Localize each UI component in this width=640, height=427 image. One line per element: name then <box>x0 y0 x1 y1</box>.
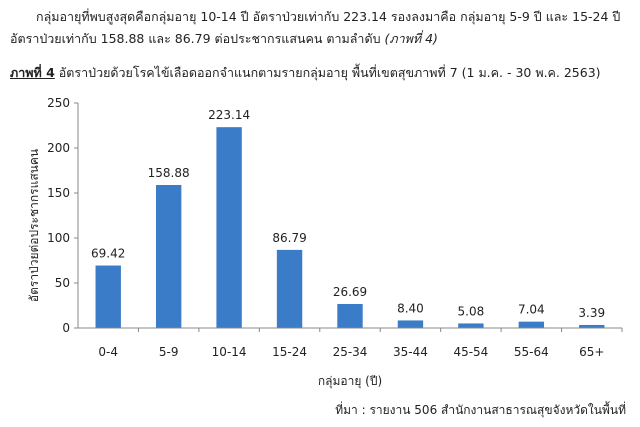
value-label-0-4: 69.42 <box>91 247 125 261</box>
value-label-45-54: 5.08 <box>458 304 485 318</box>
paragraph-text: กลุ่มอายุที่พบสูงสุดคือกลุ่มอายุ 10-14 ป… <box>10 9 621 46</box>
bar-15-24 <box>276 249 303 328</box>
bar-35-44 <box>397 320 424 328</box>
bar-25-34 <box>337 303 363 328</box>
x-tick-label: 55-64 <box>514 345 549 359</box>
bar-55-64 <box>518 321 545 328</box>
y-tick-label: 0 <box>62 321 70 335</box>
figure-caption: ภาพที่ 4 อัตราป่วยด้วยโรคไข้เลือดออกจำแน… <box>10 63 635 83</box>
figure-caption-text: อัตราป่วยด้วยโรคไข้เลือดออกจำแนกตามรายกล… <box>54 65 601 80</box>
description-paragraph: กลุ่มอายุที่พบสูงสุดคือกลุ่มอายุ 10-14 ป… <box>10 6 630 50</box>
x-tick-label: 10-14 <box>212 345 247 359</box>
x-tick-label: 0-4 <box>98 345 118 359</box>
value-label-15-24: 86.79 <box>272 231 306 245</box>
bars <box>95 127 605 328</box>
y-tick-label: 150 <box>47 186 70 200</box>
value-label-65+: 3.39 <box>578 306 605 320</box>
value-label-35-44: 8.40 <box>397 301 424 315</box>
y-tick-label: 50 <box>55 276 70 290</box>
bar-65+ <box>579 324 605 328</box>
figure-reference: (ภาพที่ 4) <box>384 31 438 46</box>
x-tick-label: 5-9 <box>159 345 179 359</box>
x-axis: 0-4 5-9 10-14 15-24 25-34 35-44 45-54 55-64 65+ <box>78 327 623 359</box>
bar-10-14 <box>216 127 242 328</box>
value-label-55-64: 7.04 <box>518 303 545 317</box>
value-labels: 69.42 158.88 223.14 86.79 26.69 8.40 5.08 7.04 3… <box>91 108 605 320</box>
value-label-5-9: 158.88 <box>148 166 190 180</box>
y-axis: 0 50 100 150 200 250 <box>47 96 79 335</box>
x-tick-label: 35-44 <box>393 345 428 359</box>
y-tick-label: 200 <box>47 141 70 155</box>
y-tick-label: 100 <box>47 231 70 245</box>
y-tick-label: 250 <box>47 96 70 110</box>
x-tick-label: 65+ <box>579 345 604 359</box>
value-label-10-14: 223.14 <box>208 108 250 122</box>
bar-0-4 <box>95 265 121 328</box>
bar-45-54 <box>458 323 484 328</box>
bar-5-9 <box>155 185 182 328</box>
source-note: ที่มา : รายงาน 506 สำนักงานสาธารณสุขจังห… <box>335 403 626 417</box>
x-tick-label: 45-54 <box>453 345 488 359</box>
x-tick-label: 25-34 <box>333 345 368 359</box>
y-axis-title: อัตราป่วยต่อประชากรแสนคน <box>27 149 41 302</box>
figure-label: ภาพที่ 4 <box>10 65 55 80</box>
x-tick-label: 15-24 <box>272 345 307 359</box>
x-axis-title: กลุ่มอายุ (ปี) <box>318 374 382 389</box>
value-label-25-34: 26.69 <box>333 285 367 299</box>
